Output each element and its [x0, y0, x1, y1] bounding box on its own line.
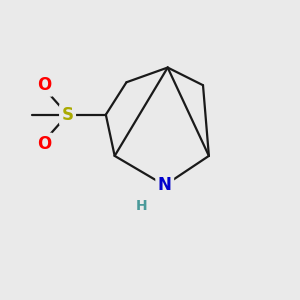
Text: O: O [37, 76, 51, 94]
Text: O: O [37, 135, 51, 153]
Text: H: H [135, 199, 147, 213]
Text: N: N [158, 176, 172, 194]
Text: S: S [61, 106, 74, 124]
